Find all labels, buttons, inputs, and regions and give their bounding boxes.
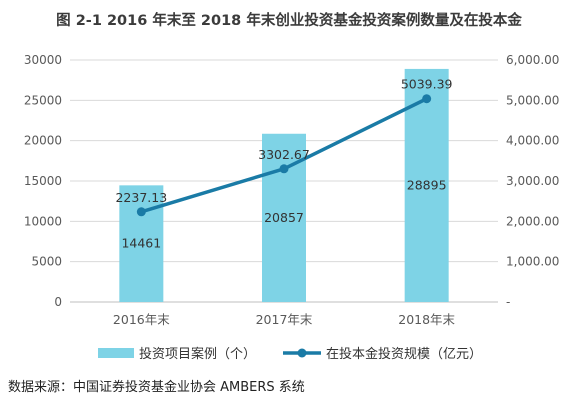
right-tick-label: 1,000.00 xyxy=(506,255,559,269)
legend: 投资项目案例（个） 在投本金投资规模（亿元） xyxy=(98,346,482,362)
legend-swatch-bar xyxy=(98,348,134,358)
left-tick-label: 15000 xyxy=(24,174,62,188)
line-value-label: 3302.67 xyxy=(258,147,310,162)
left-tick-label: 5000 xyxy=(31,255,62,269)
legend-marker-line xyxy=(297,348,307,358)
line-value-label: 2237.13 xyxy=(115,190,167,205)
bar-value-label: 28895 xyxy=(407,177,447,192)
right-tick-label: 4,000.00 xyxy=(506,134,559,148)
x-tick-label: 2016年末 xyxy=(113,312,170,327)
x-axis-labels: 2016年末 2017年末 2018年末 xyxy=(113,312,456,327)
bar-value-label: 20857 xyxy=(264,210,304,225)
line-point xyxy=(422,94,432,104)
bar-value-label: 14461 xyxy=(121,236,161,251)
right-axis: - 1,000.00 2,000.00 3,000.00 4,000.00 5,000.0… xyxy=(506,53,559,309)
left-axis: 0 5000 10000 15000 20000 25000 30000 xyxy=(24,53,62,309)
line-series: 2237.13 3302.67 5039.39 xyxy=(115,77,453,217)
legend-label-line: 在投本金投资规模（亿元） xyxy=(326,346,482,362)
line-point xyxy=(279,164,289,174)
right-tick-label: - xyxy=(506,295,510,309)
line-point xyxy=(136,207,146,217)
right-tick-label: 5,000.00 xyxy=(506,93,559,107)
legend-label-bar: 投资项目案例（个） xyxy=(139,346,256,362)
chart-title: 图 2-1 2016 年末至 2018 年末创业投资基金投资案例数量及在投本金 xyxy=(56,13,522,29)
right-tick-label: 6,000.00 xyxy=(506,53,559,67)
x-tick-label: 2017年末 xyxy=(256,312,313,327)
line-value-label: 5039.39 xyxy=(401,77,453,92)
left-tick-label: 25000 xyxy=(24,93,62,107)
left-tick-label: 10000 xyxy=(24,214,62,228)
right-tick-label: 2,000.00 xyxy=(506,214,559,228)
left-tick-label: 0 xyxy=(54,295,62,309)
source-note: 数据来源：中国证券投资基金业协会 AMBERS 系统 xyxy=(8,380,305,395)
x-tick-label: 2018年末 xyxy=(398,312,455,327)
left-tick-label: 20000 xyxy=(24,134,62,148)
right-tick-label: 3,000.00 xyxy=(506,174,559,188)
bar xyxy=(119,185,164,302)
left-tick-label: 30000 xyxy=(24,53,62,67)
bar-series: 14461 20857 28895 xyxy=(119,68,449,302)
